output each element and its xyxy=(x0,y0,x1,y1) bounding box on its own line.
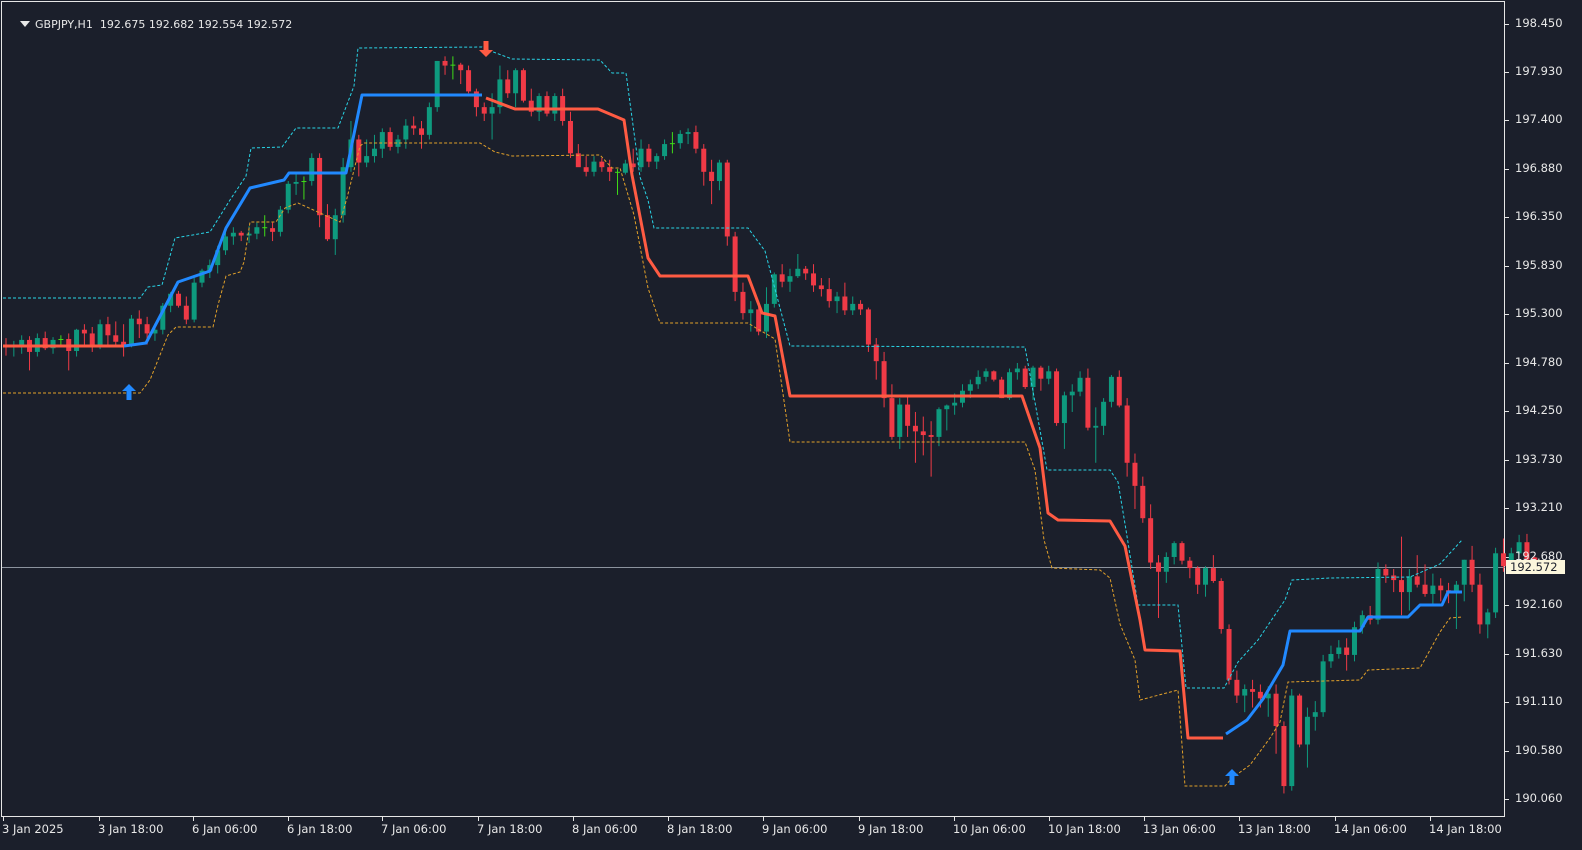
price-tick-label: 192.160 xyxy=(1515,597,1563,611)
plot-frame xyxy=(1,1,1505,817)
price-tick-label: 197.930 xyxy=(1515,64,1563,78)
time-tick-label: 8 Jan 06:00 xyxy=(572,822,638,836)
time-tick-label: 10 Jan 18:00 xyxy=(1048,822,1121,836)
time-tick-label: 13 Jan 18:00 xyxy=(1238,822,1311,836)
price-tick-label: 196.350 xyxy=(1515,209,1563,223)
time-tick-label: 14 Jan 18:00 xyxy=(1429,822,1502,836)
time-tick-label: 8 Jan 18:00 xyxy=(667,822,733,836)
price-tick-label: 191.630 xyxy=(1515,646,1563,660)
time-tick-label: 3 Jan 18:00 xyxy=(98,822,164,836)
buy-arrow-icon xyxy=(122,384,136,400)
current-price-tag: 192.572 xyxy=(1506,560,1565,574)
trend-line xyxy=(3,93,1462,740)
price-tick-label: 196.880 xyxy=(1515,161,1563,175)
time-tick-label: 3 Jan 2025 xyxy=(2,822,64,836)
time-tick-label: 6 Jan 18:00 xyxy=(287,822,353,836)
time-tick-label: 9 Jan 18:00 xyxy=(858,822,924,836)
price-tick-label: 190.580 xyxy=(1515,743,1563,757)
chart-title[interactable]: GBPJPY,H1 192.675 192.682 192.554 192.57… xyxy=(6,5,292,44)
signal-arrows xyxy=(122,41,1239,785)
time-tick-label: 7 Jan 18:00 xyxy=(477,822,543,836)
price-tick-label: 194.780 xyxy=(1515,355,1563,369)
y-axis-ticks xyxy=(1505,24,1509,800)
price-tick-label: 197.400 xyxy=(1515,112,1563,126)
price-tick-label: 198.450 xyxy=(1515,16,1563,30)
price-tick-label: 194.250 xyxy=(1515,403,1563,417)
price-tick-label: 191.110 xyxy=(1515,694,1563,708)
x-axis-ticks xyxy=(3,817,1431,821)
collapse-triangle-icon[interactable] xyxy=(20,21,30,27)
price-tick-label: 193.730 xyxy=(1515,452,1563,466)
time-tick-label: 7 Jan 06:00 xyxy=(381,822,447,836)
channel-bands xyxy=(3,46,1463,787)
symbol-timeframe: GBPJPY,H1 xyxy=(35,18,93,31)
time-tick-label: 9 Jan 06:00 xyxy=(762,822,828,836)
price-tick-label: 195.300 xyxy=(1515,306,1563,320)
ohlc-values: 192.675 192.682 192.554 192.572 xyxy=(99,18,293,31)
price-tick-label: 192.680 xyxy=(1515,549,1563,563)
candlesticks xyxy=(3,56,1538,794)
buy-arrow-icon xyxy=(1225,769,1239,785)
price-tick-label: 195.830 xyxy=(1515,258,1563,272)
sell-arrow-icon xyxy=(479,41,493,57)
time-tick-label: 14 Jan 06:00 xyxy=(1334,822,1407,836)
time-tick-label: 10 Jan 06:00 xyxy=(953,822,1026,836)
time-tick-label: 13 Jan 06:00 xyxy=(1143,822,1216,836)
time-tick-label: 6 Jan 06:00 xyxy=(192,822,258,836)
price-tick-label: 193.210 xyxy=(1515,500,1563,514)
price-tick-label: 190.060 xyxy=(1515,791,1563,805)
